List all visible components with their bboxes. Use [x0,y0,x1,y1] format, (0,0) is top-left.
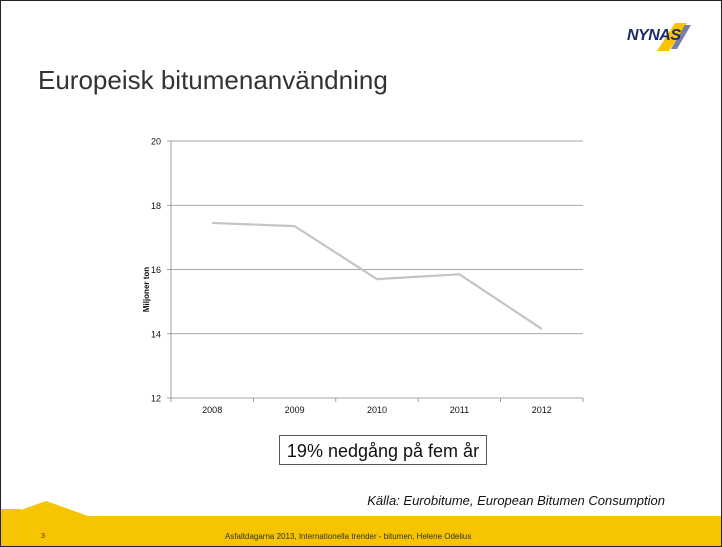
y-axis-label: Miljoner ton [142,267,151,312]
x-tick-label: 2009 [285,405,305,415]
y-tick-label: 12 [151,394,161,404]
slide-title: Europeisk bitumenanvändning [38,65,388,95]
logo-text: NYNAS [627,27,681,44]
y-tick-label: 18 [151,201,161,211]
y-tick-label: 14 [151,329,161,339]
y-tick-label: 20 [151,137,161,147]
x-tick-label: 2011 [450,405,469,415]
x-tick-label: 2012 [532,405,552,415]
source-text: Källa: Eurobitume, European Bitumen Cons… [367,493,665,508]
page-number: 3 [41,533,45,540]
footer-text: Asfaltdagarna 2013, Internationella tren… [225,532,472,541]
series-line [212,221,543,330]
logo-mark-icon [657,23,691,51]
x-tick-label: 2010 [367,405,387,415]
footer-bar [1,516,721,546]
footer-tab [1,501,91,517]
x-tick-label: 2008 [202,405,222,415]
callout-box: 19% nedgång på fem år [279,435,487,465]
line-chart: 12 14 16 18 20 2008 2009 2010 2011 2012 Miljoner t… [142,137,584,415]
y-tick-label: 16 [151,265,161,275]
nynas-logo: NYNAS [627,23,707,51]
